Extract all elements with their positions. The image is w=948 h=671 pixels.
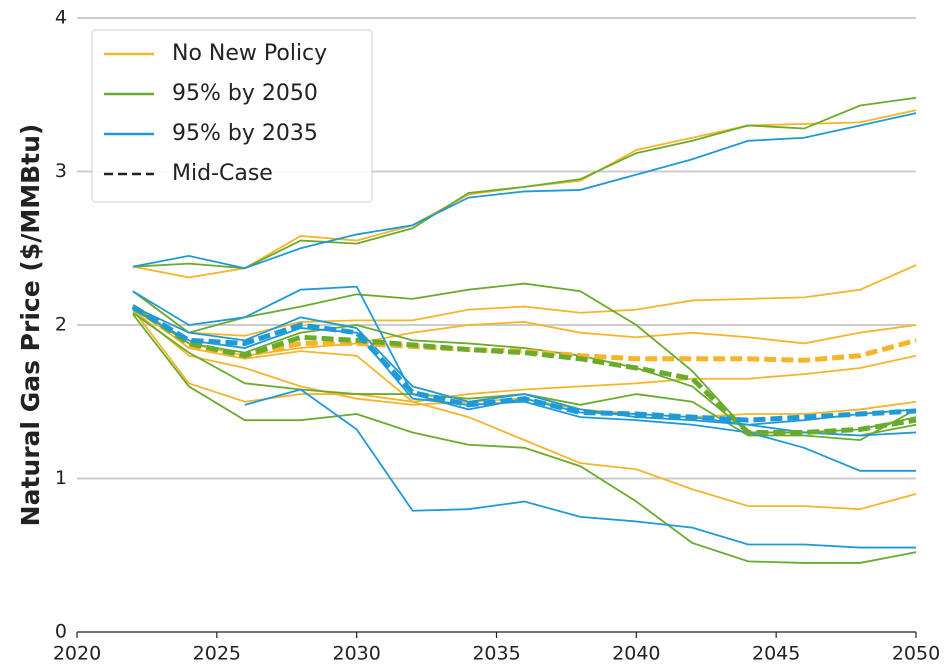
y-tick-label: 2: [55, 314, 67, 336]
legend-label: 95% by 2035: [172, 121, 318, 146]
scenario-line: [132, 308, 916, 472]
scenario-line: [132, 112, 917, 270]
y-axis-label: Natural Gas Price ($/MMBtu): [16, 124, 45, 527]
scenario-line: [132, 96, 917, 270]
x-tick-label: 2045: [752, 643, 800, 665]
scenario-line: [132, 264, 917, 337]
mid-case-line: [131, 304, 917, 435]
scenario-line: [132, 305, 917, 403]
y-tick-label: 0: [55, 621, 67, 643]
scenario-line: [132, 313, 917, 564]
scenario-line: [132, 305, 917, 437]
x-tick-label: 2030: [332, 643, 380, 665]
scenario-line: [244, 388, 916, 549]
x-tick-label: 2040: [612, 643, 660, 665]
legend-label: 95% by 2050: [172, 81, 318, 106]
x-tick-label: 2025: [193, 643, 241, 665]
y-tick-label: 4: [55, 7, 67, 29]
y-tick-label: 1: [55, 467, 67, 489]
x-tick-label: 2020: [53, 643, 101, 665]
scenario-line: [132, 305, 917, 437]
legend-box: [91, 29, 373, 203]
x-tick-label: 2035: [472, 643, 520, 665]
legend-label: No New Policy: [172, 41, 327, 66]
legend-label: Mid-Case: [172, 161, 273, 186]
y-tick-label: 3: [55, 160, 67, 182]
mid-case-line: [131, 304, 917, 423]
x-tick-label: 2050: [892, 643, 940, 665]
